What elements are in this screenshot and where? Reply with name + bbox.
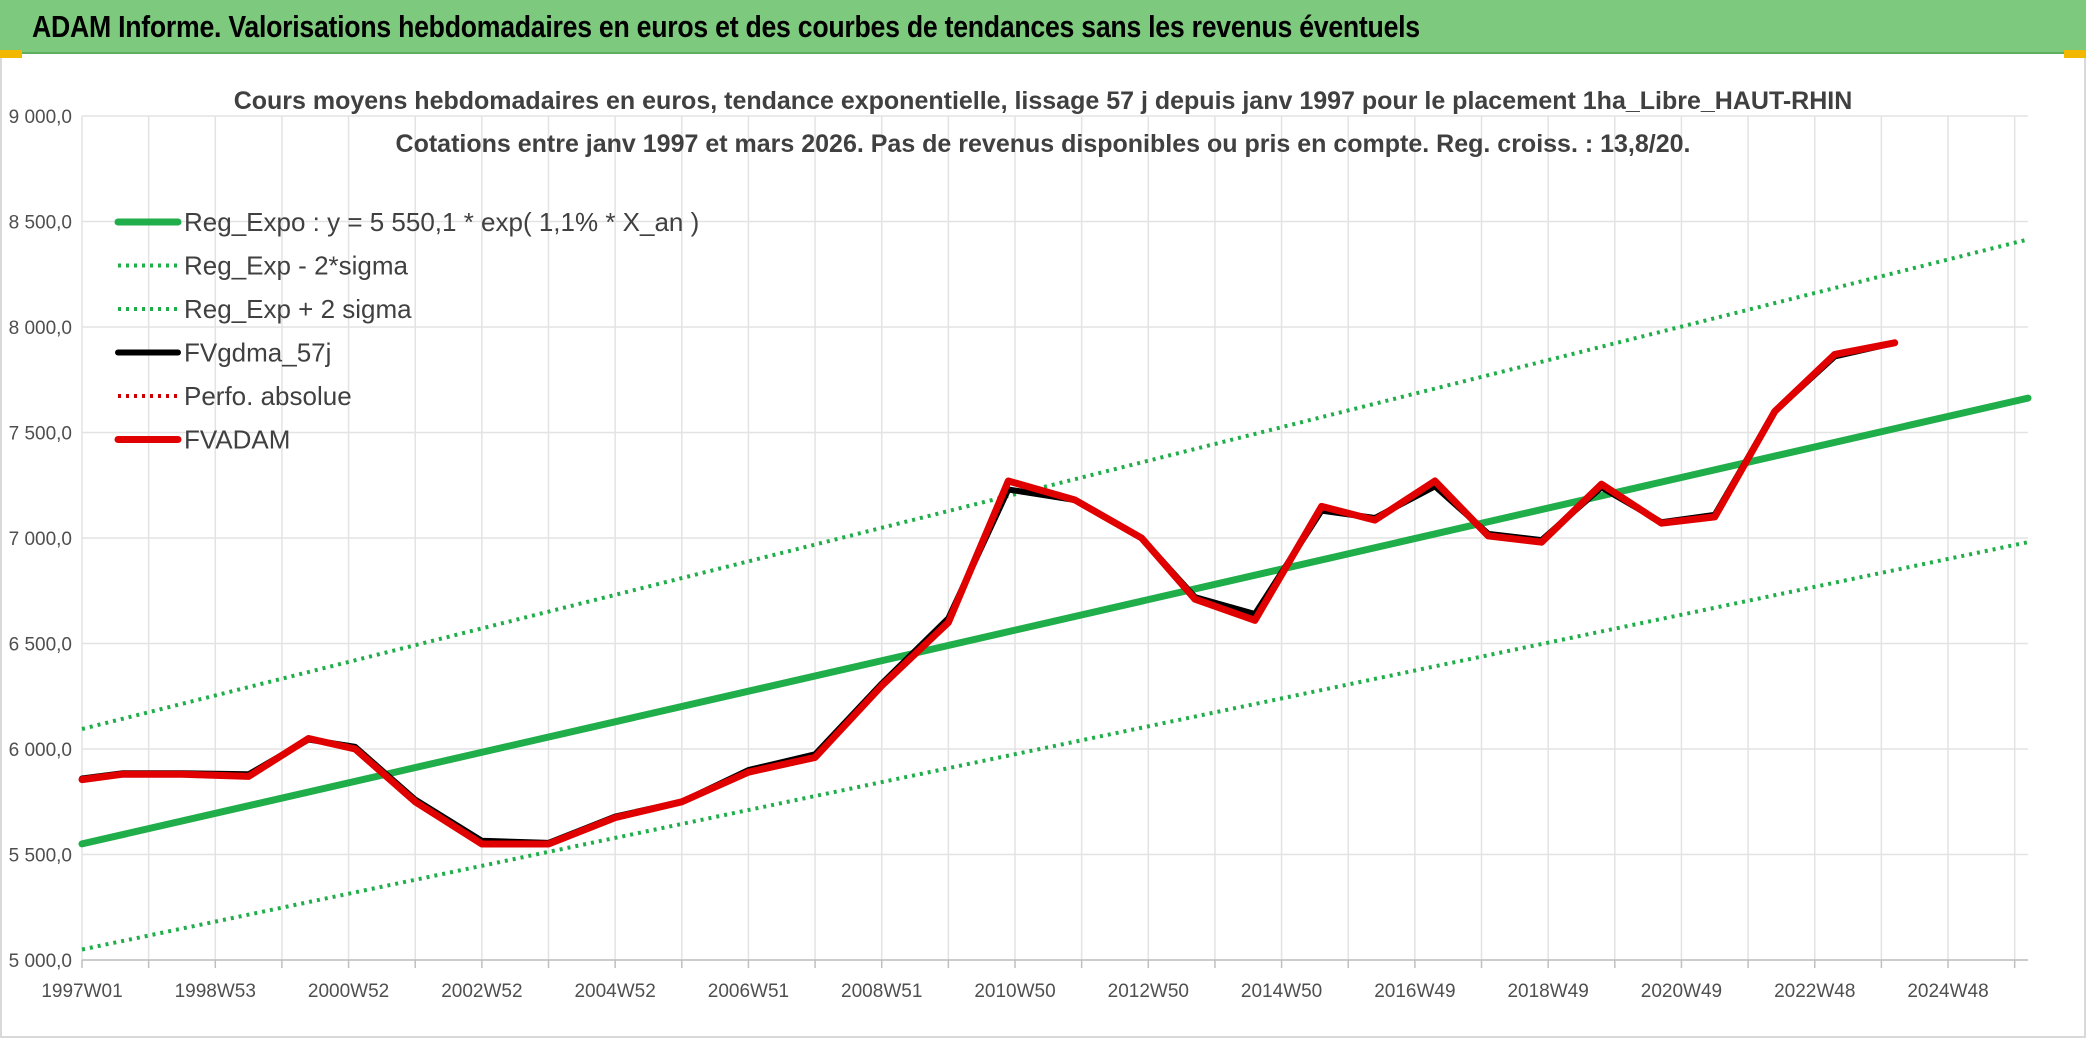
title-bar: ADAM Informe. Valorisations hebdomadaire… <box>0 0 2086 54</box>
series-line-1 <box>81 540 2029 952</box>
y-tick-label: 6 500,0 <box>9 635 72 656</box>
left-corner-marker <box>0 50 22 58</box>
x-tick-label: 2000W52 <box>308 981 389 1002</box>
y-tick-label: 8 000,0 <box>9 318 72 339</box>
legend-label: Reg_Exp + 2 sigma <box>184 294 412 324</box>
series-line-2 <box>81 237 2029 731</box>
x-tick-label: 2024W48 <box>1907 981 1988 1002</box>
x-tick-label: 2014W50 <box>1241 981 1322 1002</box>
x-tick-label: 2008W51 <box>841 981 922 1002</box>
x-tick-label: 2018W49 <box>1507 981 1588 1002</box>
y-tick-label: 6 000,0 <box>9 740 72 761</box>
y-tick-label: 5 000,0 <box>9 951 72 972</box>
x-tick-label: 2004W52 <box>574 981 655 1002</box>
y-tick-label: 9 000,0 <box>9 107 72 128</box>
x-tick-label: 1997W01 <box>41 981 122 1002</box>
x-tick-label: 2022W48 <box>1774 981 1855 1002</box>
right-corner-marker <box>2064 50 2086 58</box>
legend-label: FVgdma_57j <box>184 338 331 368</box>
series-line-3 <box>79 339 1898 846</box>
y-tick-label: 7 000,0 <box>9 529 72 550</box>
x-tick-label: 2020W49 <box>1641 981 1722 1002</box>
x-tick-label: 2006W51 <box>708 981 789 1002</box>
x-tick-label: 2012W50 <box>1108 981 1189 1002</box>
series-line-5 <box>78 339 1899 848</box>
x-tick-label: 1998W53 <box>175 981 256 1002</box>
x-tick-label: 2016W49 <box>1374 981 1455 1002</box>
x-tick-label: 2002W52 <box>441 981 522 1002</box>
series-line-0 <box>78 394 2032 848</box>
legend-label: Reg_Expo : y = 5 550,1 * exp( 1,1% * X_a… <box>184 207 699 237</box>
chart-title-line1: Cours moyens hebdomadaires en euros, ten… <box>234 87 1853 115</box>
y-tick-label: 7 500,0 <box>9 424 72 445</box>
chart-title-line2: Cotations entre janv 1997 et mars 2026. … <box>396 130 1691 158</box>
legend-label: Perfo. absolue <box>184 381 352 411</box>
y-tick-label: 8 500,0 <box>9 213 72 234</box>
x-tick-label: 2010W50 <box>974 981 1055 1002</box>
page-title: ADAM Informe. Valorisations hebdomadaire… <box>32 9 1420 44</box>
legend-label: FVADAM <box>184 425 290 455</box>
y-tick-label: 5 500,0 <box>9 846 72 867</box>
legend-label: Reg_Exp - 2*sigma <box>184 251 409 281</box>
